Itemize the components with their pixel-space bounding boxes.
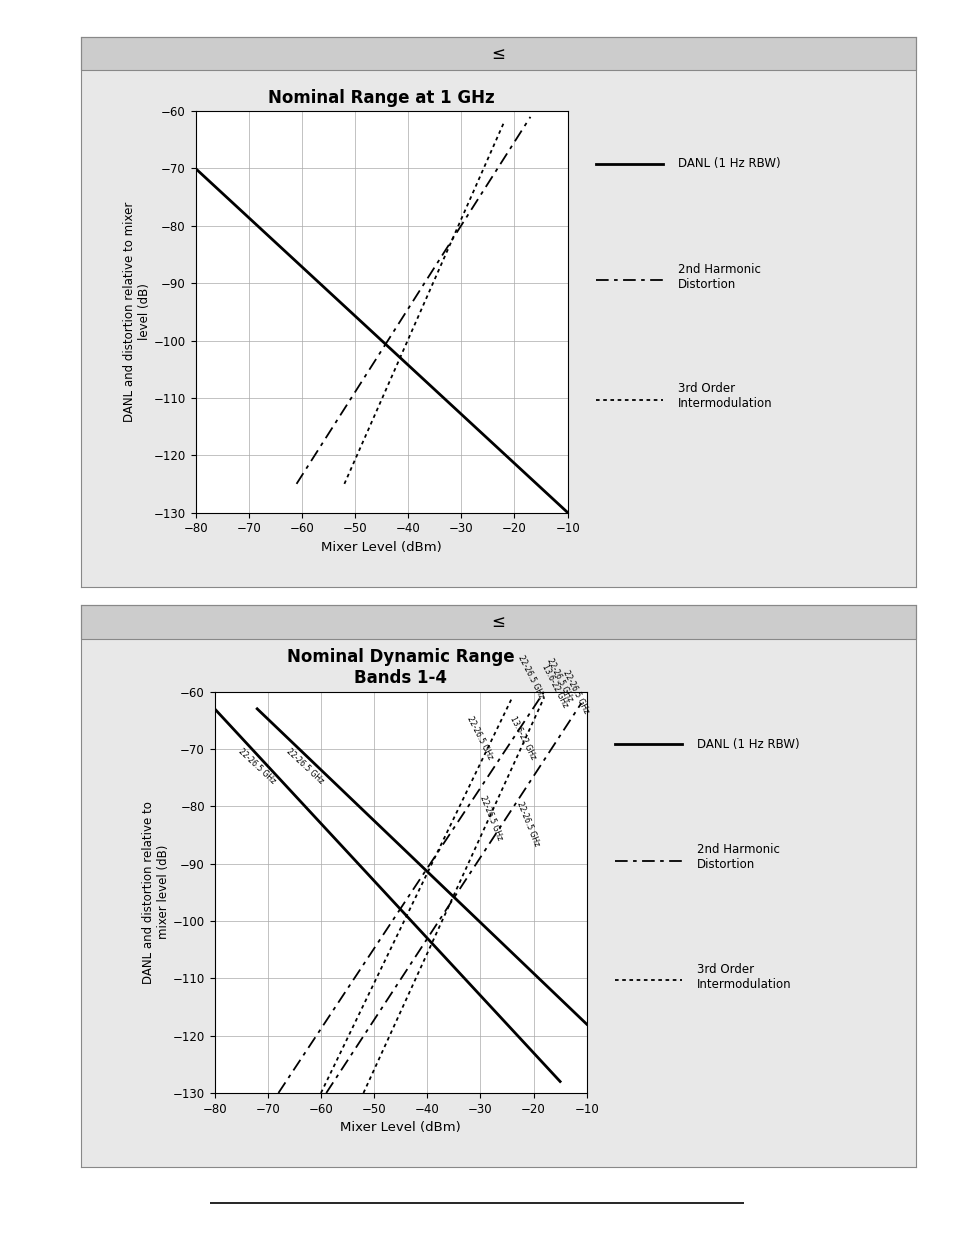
- X-axis label: Mixer Level (dBm): Mixer Level (dBm): [340, 1121, 460, 1134]
- Text: DANL (1 Hz RBW): DANL (1 Hz RBW): [678, 157, 781, 170]
- Text: 2nd Harmonic
Distortion: 2nd Harmonic Distortion: [678, 263, 760, 290]
- FancyBboxPatch shape: [81, 37, 915, 70]
- Text: 2nd Harmonic
Distortion: 2nd Harmonic Distortion: [697, 844, 780, 871]
- Text: ≤: ≤: [491, 613, 505, 631]
- FancyBboxPatch shape: [81, 605, 915, 638]
- Title: Nominal Range at 1 GHz: Nominal Range at 1 GHz: [268, 89, 495, 106]
- Text: DANL (1 Hz RBW): DANL (1 Hz RBW): [697, 737, 800, 751]
- Text: 22-26.5 GHz: 22-26.5 GHz: [284, 747, 325, 785]
- Text: 13.6-22 GHz: 13.6-22 GHz: [539, 663, 569, 709]
- Text: 22-26.5 GHz: 22-26.5 GHz: [477, 794, 503, 841]
- Text: 22-26.5 GHz: 22-26.5 GHz: [516, 655, 545, 700]
- Text: ≤: ≤: [491, 44, 505, 63]
- Text: 3rd Order
Intermodulation: 3rd Order Intermodulation: [697, 963, 791, 990]
- Text: 22-26.5 GHz: 22-26.5 GHz: [465, 714, 495, 761]
- Y-axis label: DANL and distortion relative to
mixer level (dB): DANL and distortion relative to mixer le…: [142, 800, 170, 984]
- Text: 22-26.5 GHz: 22-26.5 GHz: [545, 657, 575, 703]
- Y-axis label: DANL and distortion relative to mixer
level (dB): DANL and distortion relative to mixer le…: [123, 201, 151, 422]
- Text: 22-26.5 GHz: 22-26.5 GHz: [560, 668, 590, 715]
- Text: 13.6-22 GHz: 13.6-22 GHz: [508, 714, 537, 761]
- Text: 22-26.5 GHz: 22-26.5 GHz: [236, 747, 277, 785]
- Text: 22-26.5 GHz: 22-26.5 GHz: [515, 800, 540, 847]
- Text: 3rd Order
Intermodulation: 3rd Order Intermodulation: [678, 383, 772, 410]
- Title: Nominal Dynamic Range
Bands 1-4: Nominal Dynamic Range Bands 1-4: [287, 648, 514, 687]
- X-axis label: Mixer Level (dBm): Mixer Level (dBm): [321, 541, 441, 553]
